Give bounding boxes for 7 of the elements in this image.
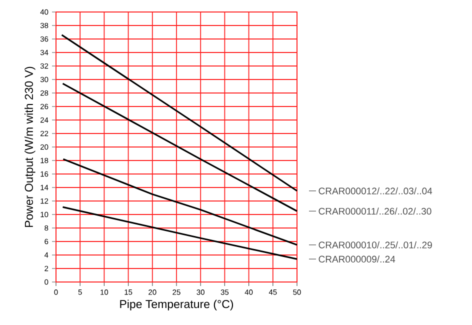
line-series [62, 158, 298, 246]
text: CRAR000010/..25/..01/..29 [318, 241, 432, 248]
text: CRAR000009/..24 [318, 256, 396, 263]
text: CRAR000011/..26/..02/..30 [318, 208, 432, 215]
text: CRAR000012/..22/..03/..04 [318, 187, 432, 194]
x-axis-title: Pipe Temperature (°C) [120, 300, 234, 310]
y-axis-title: Power Output (W/m with 230 V) [24, 66, 36, 227]
